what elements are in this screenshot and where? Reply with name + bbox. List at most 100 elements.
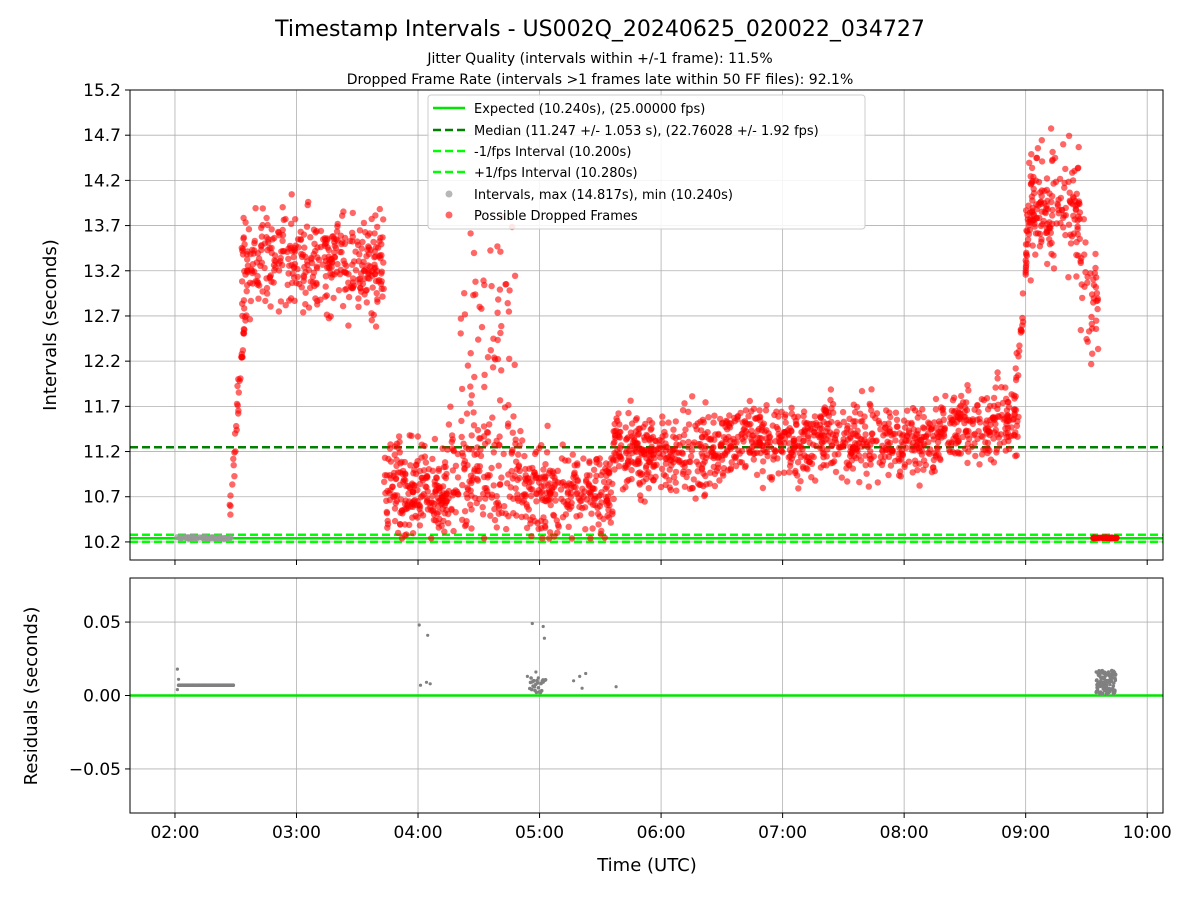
interval-point	[1090, 281, 1098, 289]
interval-point	[490, 482, 497, 489]
interval-point	[1043, 175, 1051, 182]
interval-point	[616, 429, 623, 436]
interval-point	[376, 205, 383, 213]
interval-point	[1038, 158, 1046, 165]
interval-point	[828, 442, 836, 449]
interval-point	[568, 484, 575, 492]
interval-point	[596, 461, 603, 468]
interval-point	[551, 481, 559, 488]
interval-point	[519, 437, 526, 444]
interval-point	[448, 505, 455, 513]
interval-point	[471, 494, 479, 502]
interval-point	[901, 463, 908, 471]
interval-point	[832, 468, 840, 476]
interval-point	[826, 429, 834, 436]
residual-point	[614, 685, 618, 689]
residual-point	[532, 678, 536, 683]
interval-point	[435, 520, 442, 527]
residual-point	[534, 690, 539, 695]
interval-point	[504, 300, 511, 307]
interval-point	[1067, 240, 1075, 247]
interval-point	[381, 478, 388, 485]
interval-point	[286, 262, 293, 269]
interval-point	[414, 514, 421, 521]
interval-point	[392, 475, 400, 483]
interval-point	[365, 271, 372, 278]
interval-point	[474, 477, 482, 484]
interval-point	[947, 414, 954, 421]
interval-point	[682, 426, 689, 433]
interval-point	[445, 520, 452, 527]
interval-point	[706, 435, 713, 443]
interval-point	[1011, 432, 1018, 439]
interval-point	[464, 362, 472, 369]
interval-point	[496, 286, 504, 293]
interval-point	[330, 233, 337, 240]
interval-point	[742, 428, 750, 435]
interval-point	[302, 289, 309, 296]
interval-point	[473, 450, 481, 458]
interval-point	[227, 492, 234, 499]
interval-point	[373, 290, 380, 297]
interval-point	[791, 440, 798, 447]
interval-point	[844, 422, 851, 430]
interval-point	[506, 287, 513, 294]
interval-point	[528, 533, 535, 540]
interval-point	[672, 468, 680, 476]
interval-point	[1017, 329, 1024, 336]
interval-point	[461, 508, 469, 515]
interval-point	[527, 492, 535, 500]
interval-point	[648, 443, 655, 450]
interval-point	[458, 433, 465, 441]
interval-point	[683, 473, 690, 481]
interval-point	[824, 446, 831, 453]
interval-point	[258, 259, 265, 266]
interval-point	[507, 484, 514, 491]
interval-point	[763, 427, 770, 434]
interval-point	[562, 511, 570, 518]
interval-point	[231, 473, 238, 480]
interval-point	[234, 382, 241, 390]
interval-point	[930, 464, 937, 471]
x-tick-label: 06:00	[637, 823, 686, 843]
interval-point	[760, 458, 767, 465]
interval-point	[899, 431, 907, 438]
interval-point	[850, 418, 857, 425]
interval-point	[659, 433, 666, 440]
interval-point	[396, 438, 403, 446]
interval-point	[1092, 264, 1099, 272]
interval-point	[1022, 257, 1029, 264]
interval-point	[227, 534, 234, 541]
interval-point	[374, 298, 381, 305]
interval-point	[941, 424, 948, 432]
interval-point	[461, 311, 469, 318]
interval-point	[488, 494, 495, 501]
residual-point	[1108, 682, 1112, 687]
interval-point	[952, 450, 959, 457]
interval-point	[487, 247, 494, 254]
interval-point	[659, 444, 666, 451]
residual-point	[1113, 689, 1117, 693]
interval-point	[716, 477, 723, 484]
residual-point	[541, 624, 545, 629]
interval-point	[396, 449, 403, 456]
residual-point	[426, 633, 430, 637]
legend-swatch-intervals	[445, 190, 453, 198]
interval-point	[804, 424, 812, 432]
interval-point	[984, 449, 991, 457]
interval-point	[727, 466, 734, 473]
interval-point	[264, 246, 271, 254]
interval-point	[698, 427, 705, 434]
interval-point	[604, 497, 611, 504]
interval-point	[667, 486, 674, 494]
residual-point	[578, 674, 582, 679]
interval-point	[588, 510, 595, 517]
interval-point	[1049, 148, 1056, 156]
interval-point	[876, 420, 883, 427]
interval-point	[481, 371, 488, 378]
interval-point	[868, 386, 875, 393]
interval-point	[1013, 350, 1020, 357]
interval-point	[946, 448, 954, 456]
interval-point	[1062, 231, 1069, 239]
interval-point	[378, 241, 385, 248]
